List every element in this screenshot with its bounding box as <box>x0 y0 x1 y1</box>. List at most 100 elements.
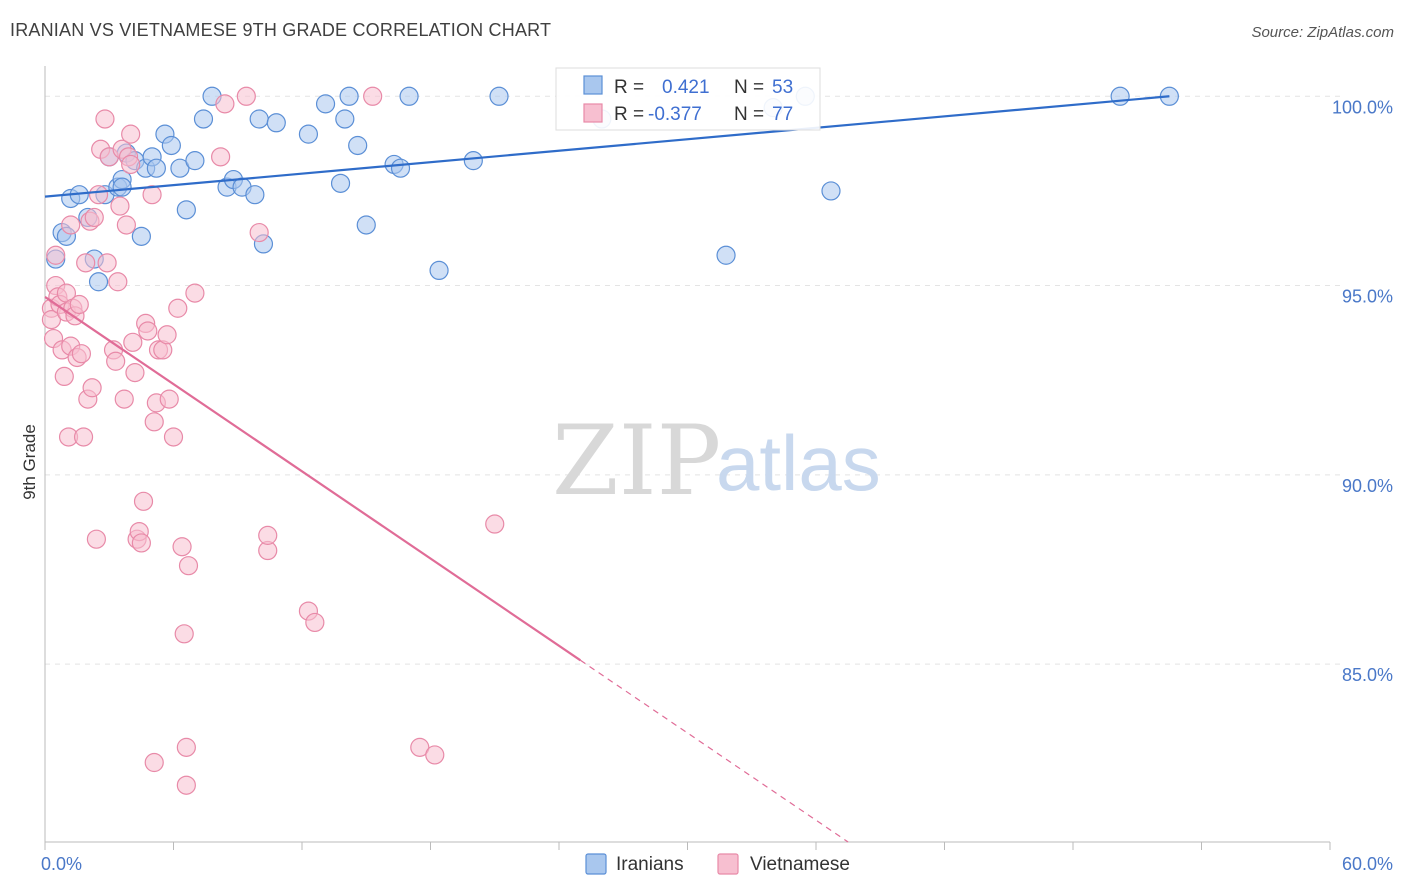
legend-n-label: N = <box>734 104 764 125</box>
vietnamese-point <box>305 612 325 633</box>
iranians-point <box>146 158 166 178</box>
iranians-point <box>1110 86 1130 106</box>
vietnamese-point <box>41 310 62 330</box>
vietnamese-point <box>159 389 179 409</box>
iranians-point <box>821 181 841 201</box>
vietnamese-point <box>69 294 89 315</box>
iranians-point <box>88 272 109 292</box>
iranians-point <box>131 226 151 246</box>
iranians-point <box>170 158 190 178</box>
iranians-point <box>399 86 419 106</box>
legend-r-value-iranians: 0.421 <box>662 77 710 98</box>
vietnamese-point <box>95 109 115 129</box>
series-legend: Iranians Vietnamese <box>585 853 850 875</box>
iranians-point <box>429 260 449 281</box>
vietnamese-point <box>425 745 445 765</box>
vietnamese-point <box>116 215 136 235</box>
vietnamese-point <box>73 427 94 447</box>
vietnamese-point <box>86 529 107 549</box>
y-tick-label: 90.0% <box>1342 476 1393 496</box>
iranians-point <box>335 109 355 129</box>
vietnamese-point <box>363 86 383 106</box>
vietnamese-point <box>133 491 154 511</box>
vietnamese-point <box>185 283 205 303</box>
vietnamese-point <box>176 737 196 757</box>
vietnamese-point <box>88 185 109 205</box>
x-tick-labels: 0.0% 60.0% <box>41 854 1393 874</box>
trend-line-iranians <box>44 95 1170 198</box>
iranians-point <box>112 177 132 197</box>
y-tick-label: 95.0% <box>1342 287 1393 307</box>
source-label: Source: ZipAtlas.com <box>1251 24 1394 41</box>
iranians-point <box>339 86 359 106</box>
vietnamese-point <box>157 325 177 345</box>
trend-extension-vietnamese <box>580 659 849 843</box>
chart-title: IRANIAN VS VIETNAMESE 9TH GRADE CORRELAT… <box>10 20 552 40</box>
y-tick-label: 85.0% <box>1342 665 1393 685</box>
vietnamese-point <box>82 378 102 398</box>
vietnamese-point <box>46 245 66 265</box>
watermark-zip: ZIP <box>552 405 721 517</box>
legend-item-vietnamese-swatch <box>717 853 739 875</box>
vietnamese-point <box>174 624 194 644</box>
vietnamese-point <box>97 253 117 273</box>
vietnamese-point <box>106 351 126 371</box>
legend-item-iranians: Iranians <box>616 854 684 875</box>
trend-lines <box>44 95 1170 843</box>
vietnamese-point <box>138 321 158 341</box>
series-vietnamese-points <box>41 86 505 795</box>
vietnamese-point <box>178 556 199 576</box>
vietnamese-point <box>249 222 269 243</box>
iranians-point <box>356 215 376 235</box>
legend-r-value-vietnamese: -0.377 <box>648 104 702 125</box>
axes <box>44 66 1331 850</box>
x-tick-label-min: 0.0% <box>41 854 82 874</box>
legend-item-vietnamese: Vietnamese <box>750 854 850 875</box>
legend-r-label: R = <box>614 104 644 125</box>
legend-r-label: R = <box>614 77 644 98</box>
legend-swatch-vietnamese <box>583 103 603 123</box>
vietnamese-point <box>71 344 92 364</box>
y-tick-label: 100.0% <box>1332 97 1393 117</box>
vietnamese-point <box>123 332 143 352</box>
y-axis-label: 9th Grade <box>20 424 39 500</box>
watermark-atlas: atlas <box>716 419 881 507</box>
vietnamese-point <box>108 272 128 292</box>
iranians-point <box>489 86 509 106</box>
vietnamese-point <box>215 94 235 114</box>
legend-n-value-iranians: 53 <box>772 77 793 98</box>
vietnamese-point <box>125 363 145 383</box>
vietnamese-point <box>54 366 74 386</box>
vietnamese-point <box>163 427 184 447</box>
vietnamese-point <box>110 196 130 216</box>
trend-line-vietnamese <box>44 295 582 662</box>
vietnamese-point <box>121 124 141 144</box>
iranians-point <box>315 94 336 114</box>
vietnamese-point <box>236 86 256 106</box>
vietnamese-point <box>172 537 192 557</box>
vietnamese-point <box>76 253 96 273</box>
y-tick-labels: 85.0% 90.0% 95.0% 100.0% <box>1332 97 1393 685</box>
iranians-point <box>716 245 736 265</box>
vietnamese-point <box>144 752 164 773</box>
vietnamese-point <box>131 533 151 553</box>
iranians-point <box>266 113 286 133</box>
iranians-point <box>463 151 483 171</box>
iranians-point <box>161 135 181 156</box>
legend-n-label: N = <box>734 77 764 98</box>
vietnamese-point <box>176 775 196 795</box>
iranians-point <box>348 135 368 156</box>
iranians-point <box>245 185 265 205</box>
vietnamese-point <box>410 737 430 757</box>
vietnamese-point <box>142 185 162 205</box>
vietnamese-point <box>61 215 81 235</box>
watermark: ZIP atlas <box>552 405 881 517</box>
vietnamese-point <box>258 525 278 545</box>
legend-item-iranians-swatch <box>585 853 607 875</box>
iranians-point <box>249 109 269 129</box>
iranians-point <box>193 109 214 129</box>
vietnamese-point <box>114 389 134 409</box>
iranians-point <box>330 173 351 193</box>
iranians-point <box>390 158 411 178</box>
